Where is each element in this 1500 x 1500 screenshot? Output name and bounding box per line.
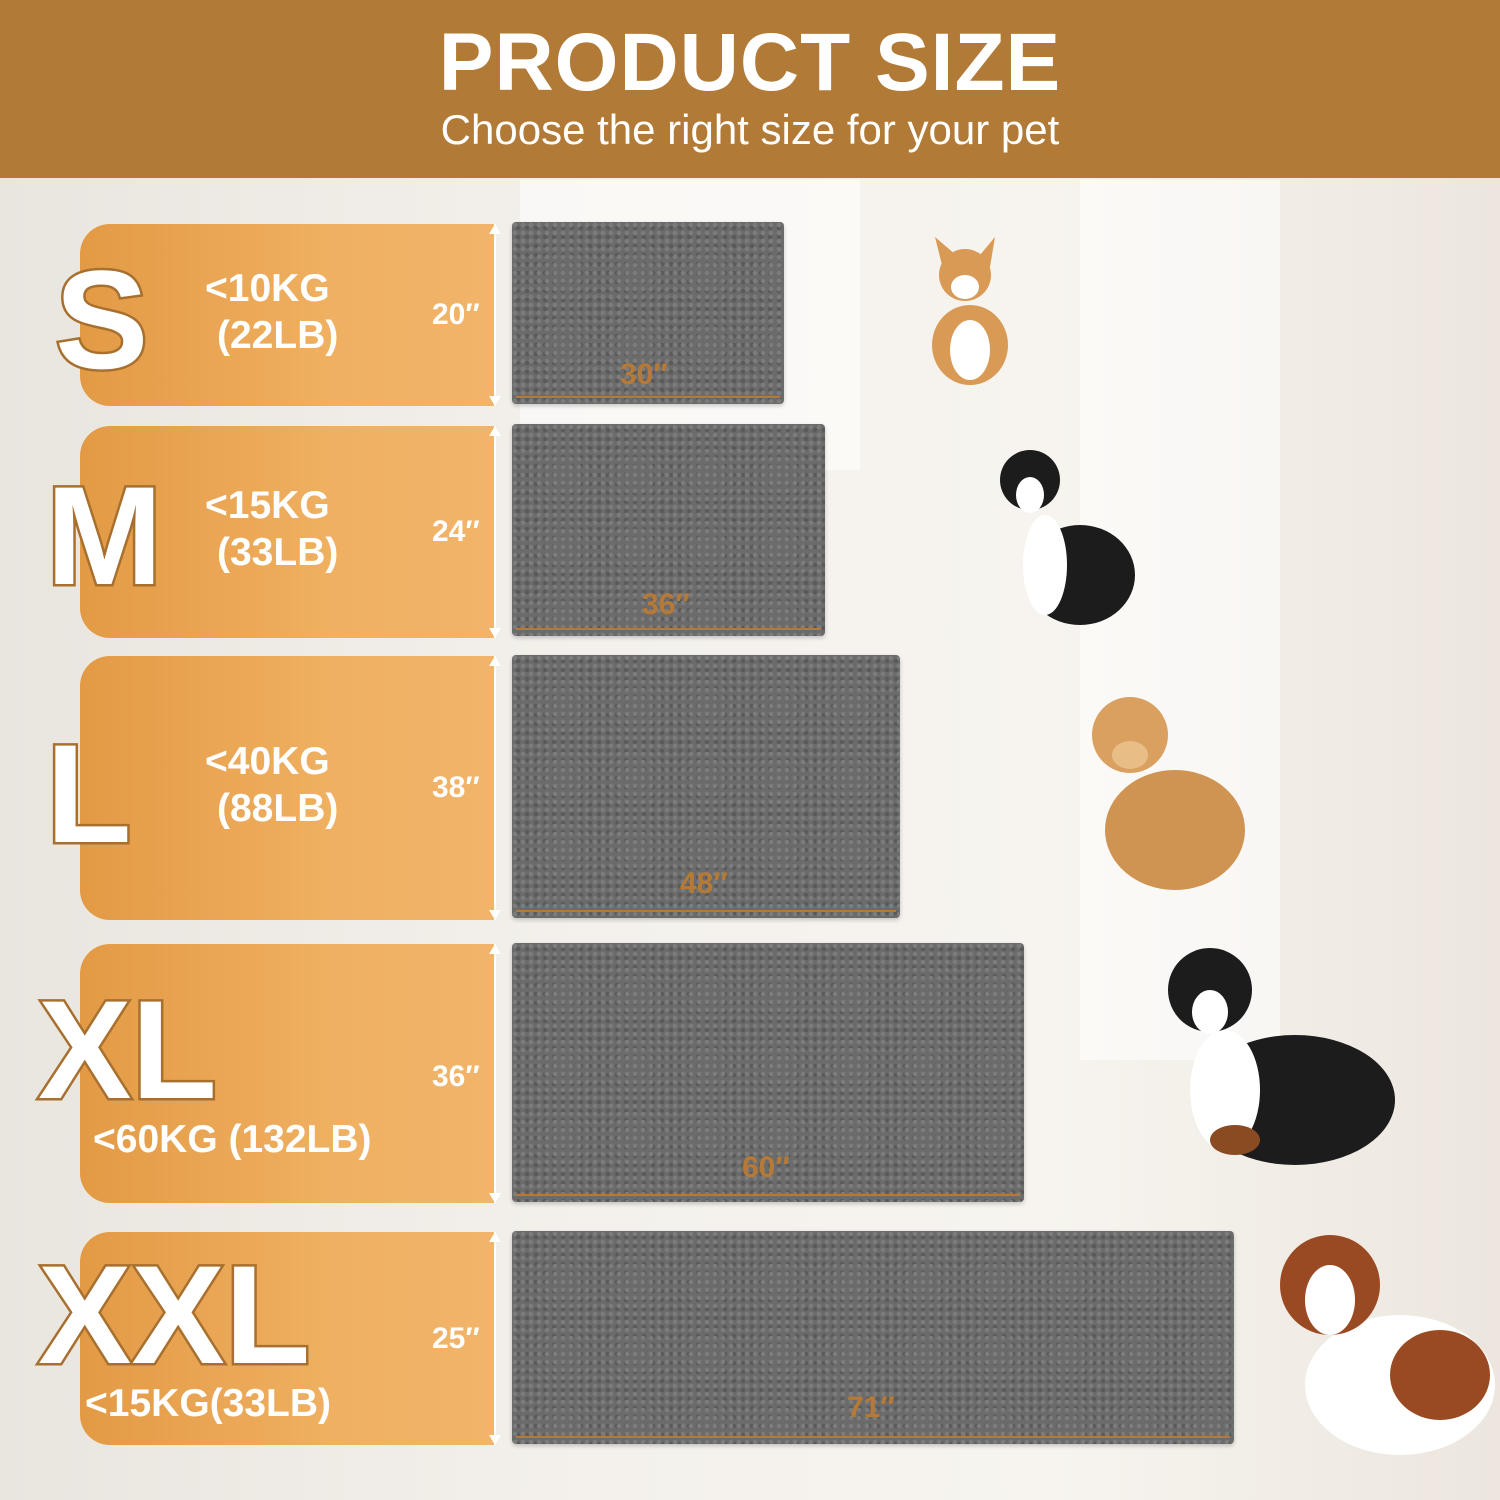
weight-label-m: <15KG (33LB) xyxy=(205,482,338,576)
bernese-mountain-dog-image xyxy=(1168,948,1395,1165)
height-label-xl: 36″ xyxy=(432,1060,480,1093)
size-letter-xxl: XXL xyxy=(35,1236,312,1393)
size-card-m xyxy=(80,426,496,638)
width-arrow xyxy=(516,1194,1020,1196)
size-letter-s: S xyxy=(52,241,150,398)
width-arrow xyxy=(516,628,821,630)
height-arrow xyxy=(489,224,501,406)
size-card-l xyxy=(80,656,496,920)
size-card-xl xyxy=(80,944,496,1203)
size-card-s xyxy=(80,224,496,406)
width-label-l: 48″ xyxy=(680,867,728,900)
weight-label-xxl: <15KG(33LB) xyxy=(85,1382,331,1425)
weight-label-xl: <60KG (132LB) xyxy=(93,1118,372,1161)
height-arrow xyxy=(489,656,501,920)
size-letter-l: L xyxy=(44,715,135,872)
size-letter-xl: XL xyxy=(36,971,220,1128)
width-arrow xyxy=(516,396,780,398)
height-label-xxl: 25″ xyxy=(432,1322,480,1355)
height-label-s: 20″ xyxy=(432,298,480,331)
mat-m: 36″ xyxy=(512,424,825,636)
height-label-m: 24″ xyxy=(432,515,480,548)
mat-s: 30″ xyxy=(512,222,784,404)
header-banner: PRODUCT SIZE Choose the right size for y… xyxy=(0,0,1500,178)
page-title: PRODUCT SIZE xyxy=(438,17,1062,108)
mat-xl: 60″ xyxy=(512,943,1024,1202)
corgi-dog-image xyxy=(932,237,1008,385)
weight-lb: (33LB) xyxy=(217,531,339,574)
width-label-s: 30″ xyxy=(620,358,668,391)
weight-kg: <40KG xyxy=(205,740,330,783)
width-arrow xyxy=(516,910,896,912)
size-card-xxl xyxy=(80,1232,496,1445)
weight-kg: <10KG xyxy=(205,267,330,310)
weight-label-l: <40KG (88LB) xyxy=(205,738,338,832)
weight-lb: (22LB) xyxy=(217,314,339,357)
size-letter-m: M xyxy=(44,457,166,614)
page-subtitle: Choose the right size for your pet xyxy=(440,106,1060,153)
golden-retriever-dog-image xyxy=(1092,697,1245,890)
saint-bernard-dog-image xyxy=(1280,1235,1495,1455)
weight-lb: (88LB) xyxy=(217,787,339,830)
width-label-xxl: 71″ xyxy=(847,1391,895,1424)
background-door xyxy=(1080,180,1280,1060)
width-label-m: 36″ xyxy=(642,588,690,621)
height-arrow xyxy=(489,944,501,1203)
height-arrow xyxy=(489,426,501,638)
weight-label-s: <10KG (22LB) xyxy=(205,265,338,359)
height-label-l: 38″ xyxy=(432,771,480,804)
weight-kg: <15KG xyxy=(205,484,330,527)
height-arrow xyxy=(489,1232,501,1445)
mat-l: 48″ xyxy=(512,655,900,918)
width-arrow xyxy=(516,1436,1230,1438)
width-label-xl: 60″ xyxy=(742,1151,790,1184)
border-collie-dog-image xyxy=(1000,450,1135,625)
mat-xxl: 71″ xyxy=(512,1231,1234,1444)
